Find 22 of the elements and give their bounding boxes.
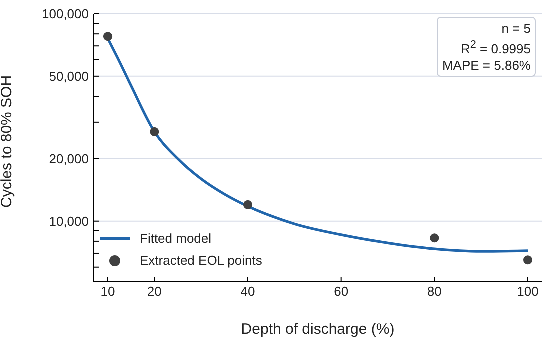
x-tick-label: 20: [147, 284, 162, 300]
x-axis-title: Depth of discharge (%): [241, 321, 395, 338]
x-tick-label: 10: [100, 284, 116, 300]
legend-label: Extracted EOL points: [140, 252, 262, 270]
point: [430, 234, 440, 243]
y-tick-label: 20,000: [49, 152, 89, 167]
x-tick-label: 100: [517, 284, 539, 300]
point: [243, 200, 253, 210]
y-tick-label: 100,000: [42, 6, 89, 22]
y-tick-label: 10,000: [49, 214, 89, 229]
annotation: MAPE = 5.86%: [442, 57, 531, 74]
point: [103, 32, 113, 42]
point: [523, 256, 533, 265]
annotation: R$^{2}$ = 0.9995: [460, 38, 531, 58]
legend-label: Fitted model: [140, 230, 212, 248]
point: [150, 127, 160, 136]
y-axis-title: Cycles to 80% SOH: [0, 75, 16, 208]
y-tick-label: 50,000: [49, 69, 89, 84]
annotation: n = 5: [500, 20, 531, 37]
x-tick-label: 40: [240, 284, 256, 300]
x-tick-label: 60: [334, 284, 349, 300]
x-tick-label: 80: [427, 284, 442, 300]
